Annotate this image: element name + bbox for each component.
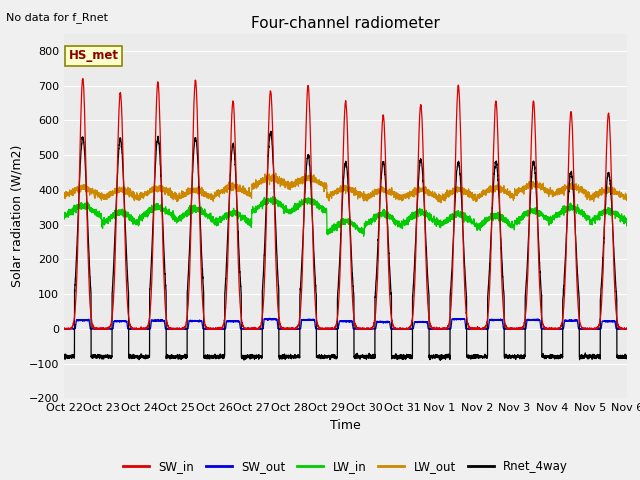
Y-axis label: Solar radiation (W/m2): Solar radiation (W/m2)	[10, 145, 23, 287]
X-axis label: Time: Time	[330, 419, 361, 432]
Legend: SW_in, SW_out, LW_in, LW_out, Rnet_4way: SW_in, SW_out, LW_in, LW_out, Rnet_4way	[118, 456, 573, 478]
Text: No data for f_Rnet: No data for f_Rnet	[6, 12, 108, 23]
Title: Four-channel radiometer: Four-channel radiometer	[251, 16, 440, 31]
Text: HS_met: HS_met	[69, 49, 119, 62]
